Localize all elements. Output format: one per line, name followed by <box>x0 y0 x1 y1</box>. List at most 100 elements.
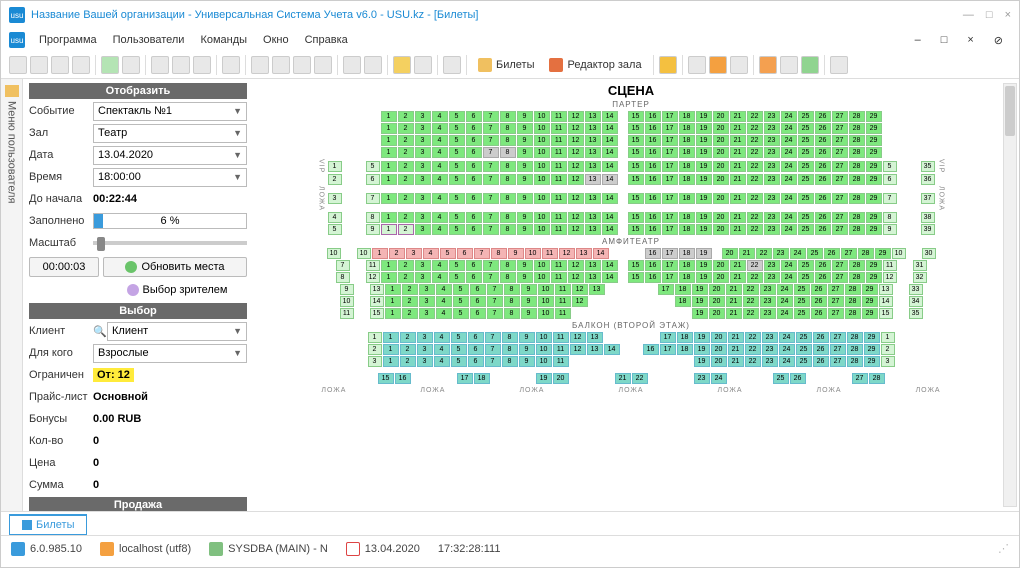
seat[interactable]: 27 <box>832 111 848 122</box>
seat[interactable]: 5 <box>449 135 465 146</box>
seat[interactable]: 14 <box>602 224 618 235</box>
seat[interactable]: 8 <box>500 260 516 271</box>
seat[interactable]: 24 <box>781 135 797 146</box>
seat[interactable]: 12 <box>568 135 584 146</box>
seat[interactable]: 16 <box>645 212 661 223</box>
seat[interactable]: 24 <box>790 248 806 259</box>
seat[interactable]: 1 <box>383 344 399 355</box>
toolbar-play-icon[interactable] <box>801 56 819 74</box>
seat[interactable]: 12 <box>568 272 584 283</box>
seat[interactable]: 5 <box>451 356 467 367</box>
seat[interactable]: 4 <box>432 224 448 235</box>
seat[interactable]: 14 <box>602 193 618 204</box>
seat[interactable]: 20 <box>553 373 569 384</box>
seat[interactable]: 16 <box>645 147 661 158</box>
seat[interactable]: 29 <box>866 123 882 134</box>
seat[interactable]: 22 <box>743 296 759 307</box>
seat[interactable]: 27 <box>832 193 848 204</box>
seat[interactable]: 11 <box>553 332 569 343</box>
seat[interactable]: 7 <box>483 260 499 271</box>
seat[interactable]: 9 <box>517 193 533 204</box>
seat[interactable]: 25 <box>798 260 814 271</box>
seat[interactable]: 22 <box>747 260 763 271</box>
seat[interactable]: 20 <box>713 111 729 122</box>
seat[interactable]: 18 <box>679 135 695 146</box>
close-icon[interactable]: × <box>1005 9 1011 21</box>
seat[interactable]: 23 <box>762 332 778 343</box>
seat[interactable]: 6 <box>470 308 486 319</box>
seat[interactable]: 2 <box>402 284 418 295</box>
seat[interactable]: 13 <box>585 260 601 271</box>
seat[interactable]: 24 <box>781 272 797 283</box>
seat[interactable]: 11 <box>555 284 571 295</box>
seat[interactable]: 20 <box>711 356 727 367</box>
seat[interactable]: 9 <box>517 135 533 146</box>
seat[interactable]: 21 <box>730 212 746 223</box>
seat[interactable]: 9 <box>519 344 535 355</box>
seat[interactable]: 2 <box>398 260 414 271</box>
seat[interactable]: 20 <box>709 284 725 295</box>
seat[interactable]: 26 <box>824 248 840 259</box>
seat[interactable]: 19 <box>696 248 712 259</box>
seat[interactable]: 29 <box>866 212 882 223</box>
seat[interactable]: 23 <box>764 147 780 158</box>
seat[interactable]: 29 <box>866 161 882 172</box>
seat[interactable]: 26 <box>813 332 829 343</box>
seat[interactable]: 5 <box>449 260 465 271</box>
seat[interactable]: 22 <box>747 135 763 146</box>
seat[interactable]: 17 <box>662 248 678 259</box>
seat[interactable]: 24 <box>781 224 797 235</box>
seat[interactable]: 5 <box>449 174 465 185</box>
seat[interactable]: 11 <box>551 135 567 146</box>
seat[interactable]: 20 <box>713 174 729 185</box>
seat[interactable]: 27 <box>832 272 848 283</box>
seat[interactable]: 22 <box>747 174 763 185</box>
seat[interactable]: 10 <box>525 248 541 259</box>
loja-grid[interactable]: 1516171819202122232425262728ЛОЖАЛОЖАЛОЖА… <box>261 373 1001 394</box>
seat[interactable]: 9 <box>508 248 524 259</box>
seat[interactable]: 5 <box>449 123 465 134</box>
seat[interactable]: 19 <box>696 161 712 172</box>
seat[interactable]: 26 <box>815 161 831 172</box>
seat[interactable]: 3 <box>417 344 433 355</box>
seat[interactable]: 25 <box>807 248 823 259</box>
seat[interactable]: 20 <box>711 344 727 355</box>
seat[interactable]: 20 <box>713 260 729 271</box>
seat[interactable]: 7 <box>474 248 490 259</box>
seat[interactable]: 29 <box>862 296 878 307</box>
seat[interactable]: 8 <box>500 147 516 158</box>
seat[interactable]: 15 <box>628 174 644 185</box>
seat[interactable]: 28 <box>849 260 865 271</box>
seat[interactable]: 6 <box>466 260 482 271</box>
seat[interactable]: 29 <box>864 356 880 367</box>
seat[interactable]: 4 <box>432 212 448 223</box>
seat[interactable]: 27 <box>832 260 848 271</box>
seat[interactable]: 3 <box>415 174 431 185</box>
seat[interactable]: 18 <box>679 174 695 185</box>
seat[interactable]: 2 <box>400 344 416 355</box>
seat[interactable]: 18 <box>679 272 695 283</box>
seat[interactable]: 24 <box>781 260 797 271</box>
seat[interactable]: 28 <box>849 212 865 223</box>
seat[interactable]: 24 <box>781 212 797 223</box>
seat[interactable]: 8 <box>500 272 516 283</box>
toolbar-image-icon[interactable] <box>222 56 240 74</box>
seat[interactable]: 1 <box>381 123 397 134</box>
seat[interactable]: 19 <box>694 332 710 343</box>
seat[interactable]: 23 <box>762 356 778 367</box>
seat[interactable]: 8 <box>502 356 518 367</box>
seat[interactable]: 7 <box>483 224 499 235</box>
seat[interactable]: 7 <box>483 174 499 185</box>
seat[interactable]: 6 <box>466 123 482 134</box>
seat[interactable]: 15 <box>628 111 644 122</box>
mdi-close-icon[interactable]: ⊘ <box>988 32 1011 49</box>
seat[interactable]: 17 <box>660 344 676 355</box>
seat[interactable]: 8 <box>500 193 516 204</box>
seat[interactable]: 8 <box>504 284 520 295</box>
seat[interactable]: 7 <box>483 123 499 134</box>
tickets-button[interactable]: Билеты <box>472 56 540 74</box>
seat[interactable]: 14 <box>593 248 609 259</box>
seat[interactable]: 22 <box>632 373 648 384</box>
seat[interactable]: 9 <box>517 260 533 271</box>
seat[interactable]: 28 <box>845 308 861 319</box>
